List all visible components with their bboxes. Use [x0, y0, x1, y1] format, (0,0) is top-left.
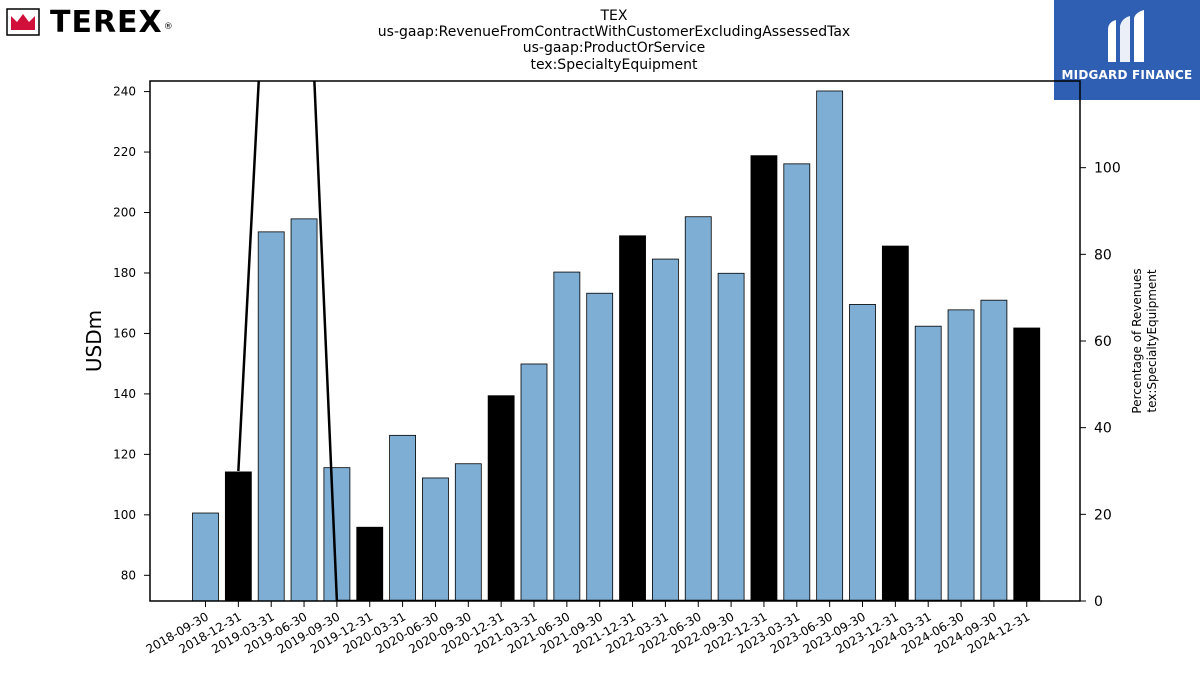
right-axis-ticks: 0 20 40 60 80 100 [1080, 161, 1121, 610]
chart-title-line-2: us-gaap:RevenueFromContractWithCustomerE… [377, 24, 851, 40]
bar-2018-09-30 [192, 512, 219, 602]
x-tick-label: 2022-06-30 [636, 609, 703, 656]
x-tick-label: 2023-12-31 [833, 609, 900, 656]
bar-2018-12-31 [224, 471, 252, 602]
x-tick-label: 2019-12-31 [308, 609, 375, 656]
x-tick-label: 2024-09-30 [932, 609, 999, 656]
y2-tick-label: 40 [1094, 421, 1112, 437]
plot-frame [149, 80, 1081, 602]
y2-axis-label-line-2: tex:SpecialtyEquipment [1145, 269, 1159, 412]
chart-title-line-4: tex:SpecialtyEquipment [530, 57, 698, 73]
y2-tick-label: 20 [1094, 507, 1112, 523]
bar-2021-06-30 [553, 271, 581, 602]
x-tick-label: 2024-12-31 [965, 609, 1032, 656]
bar-2021-09-30 [586, 292, 614, 602]
y2-tick-label: 0 [1094, 594, 1103, 610]
x-tick-label: 2022-03-31 [603, 609, 670, 656]
midgard-finance-badge: MIDGARD FINANCE [1054, 0, 1200, 100]
bar-2023-06-30 [816, 90, 844, 602]
badge-label: MIDGARD FINANCE [1061, 68, 1193, 82]
bar-2021-03-31 [520, 363, 548, 602]
bar-2019-03-31 [257, 231, 285, 602]
x-tick-label: 2023-03-31 [735, 609, 802, 656]
bar-2022-12-31 [750, 155, 778, 602]
y-tick-label: 100 [113, 508, 136, 522]
y2-tick-label: 100 [1094, 161, 1121, 177]
x-tick-label: 2022-12-31 [702, 609, 769, 656]
bar-2022-06-30 [684, 216, 712, 602]
y-tick-label: 180 [113, 266, 136, 280]
y2-tick-label: 80 [1094, 247, 1112, 263]
x-tick-label: 2018-09-30 [144, 609, 211, 656]
y-tick-label: 140 [113, 387, 136, 401]
y-tick-label: 80 [121, 568, 136, 582]
percentage-line [237, 81, 1027, 601]
x-tick-label: 2020-09-30 [406, 609, 473, 656]
y-tick-label: 220 [113, 145, 136, 159]
bar-2023-03-31 [783, 163, 811, 602]
y2-axis-label-line-1: Percentage of Revenues [1130, 268, 1144, 413]
midgard-finance-logo-icon [1108, 10, 1144, 62]
chart-title-line-3: us-gaap:ProductOrService [522, 40, 706, 56]
bar-2024-12-31 [1013, 327, 1041, 602]
bar-2024-06-30 [947, 309, 975, 602]
x-tick-label: 2021-06-30 [505, 609, 572, 656]
x-tick-label: 2021-09-30 [538, 609, 605, 656]
terex-logo: TEREX ® [6, 4, 173, 40]
x-tick-label: 2024-03-31 [866, 609, 933, 656]
y-tick-label: 240 [113, 85, 136, 99]
y-tick-label: 120 [113, 447, 136, 461]
bar-2021-12-31 [619, 235, 646, 602]
bar-2023-12-31 [881, 245, 909, 602]
brand-name: TEREX [50, 4, 163, 40]
brand-registered-mark: ® [163, 22, 173, 32]
bar-2022-03-31 [652, 258, 679, 602]
x-tick-label: 2019-03-31 [209, 609, 276, 656]
x-tick-label: 2020-06-30 [374, 609, 441, 656]
chart-title-line-1: TEX [600, 8, 628, 24]
x-tick-label: 2019-09-30 [275, 609, 342, 656]
y2-tick-label: 60 [1094, 334, 1112, 350]
bar-2022-09-30 [717, 272, 745, 602]
x-tick-label: 2021-03-31 [472, 609, 539, 656]
x-tick-label: 2019-06-30 [242, 609, 309, 656]
bar-2024-03-31 [914, 325, 942, 602]
bar-2024-09-30 [980, 299, 1008, 602]
x-tick-label: 2021-12-31 [571, 609, 638, 656]
bar-2020-03-31 [389, 434, 417, 602]
bar-2019-12-31 [356, 526, 384, 602]
x-tick-label: 2018-12-31 [176, 609, 243, 656]
terex-crown-icon [6, 8, 40, 36]
x-tick-label: 2024-06-30 [899, 609, 966, 656]
x-tick-label: 2020-12-31 [439, 609, 506, 656]
x-tick-label: 2022-09-30 [669, 609, 736, 656]
x-axis-ticks: 2018-09-302018-12-312019-03-312019-06-30… [144, 601, 1032, 656]
x-tick-label: 2020-03-31 [341, 609, 408, 656]
left-axis-ticks: 80 100 120 140 160 180 200 220 240 [113, 85, 150, 582]
bar-2023-09-30 [849, 304, 876, 602]
bar-series [192, 90, 1041, 602]
bar-2020-12-31 [487, 395, 515, 602]
x-tick-label: 2023-06-30 [768, 609, 835, 656]
y-axis-label: USDm [82, 310, 106, 372]
bar-2020-09-30 [454, 463, 482, 602]
y-tick-label: 200 [113, 206, 136, 220]
y-tick-label: 160 [113, 326, 136, 340]
x-tick-label: 2023-09-30 [801, 609, 868, 656]
bar-2019-06-30 [290, 218, 318, 602]
bar-2020-06-30 [422, 477, 449, 602]
bar-2019-09-30 [323, 467, 351, 602]
